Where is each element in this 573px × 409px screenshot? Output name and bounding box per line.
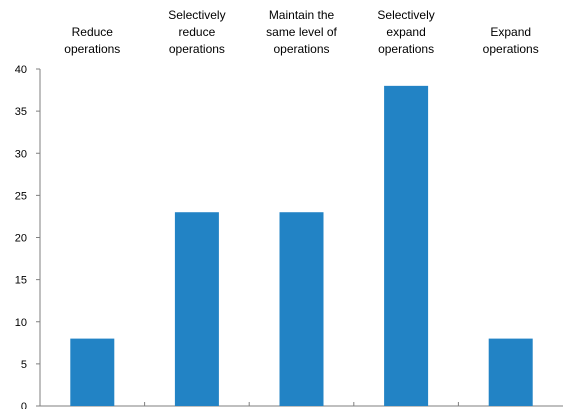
category-label-line: operations xyxy=(273,42,329,56)
y-tick-label: 5 xyxy=(21,359,27,371)
category-label-line: operations xyxy=(169,42,225,56)
category-label-line: operations xyxy=(483,42,539,56)
y-tick-label: 10 xyxy=(15,317,27,329)
category-label: Selectively reduce operations xyxy=(168,8,225,56)
category-label-line: Selectively xyxy=(168,8,225,22)
bar xyxy=(488,338,533,406)
bar xyxy=(174,212,219,406)
bars xyxy=(70,85,533,406)
category-label: Expand operations xyxy=(483,25,539,56)
y-axis: 0 5 10 15 20 25 30 35 40 xyxy=(15,64,41,409)
category-label-line: expand xyxy=(386,25,425,39)
category-label: Reduce operations xyxy=(64,25,120,56)
category-label-line: operations xyxy=(378,42,434,56)
category-label-line: Maintain the xyxy=(269,8,335,22)
category-label-line: operations xyxy=(64,42,120,56)
category-label: Maintain the same level of operations xyxy=(266,8,337,56)
y-tick-label: 15 xyxy=(15,275,27,287)
y-tick-label: 35 xyxy=(15,106,27,118)
category-label-line: Selectively xyxy=(377,8,434,22)
category-labels: Reduce operations Selectively reduce operati… xyxy=(64,8,538,56)
y-tick-label: 40 xyxy=(15,64,27,76)
y-tick-label: 20 xyxy=(15,233,27,245)
category-label: Selectively expand operations xyxy=(377,8,434,56)
category-label-line: Reduce xyxy=(72,25,114,39)
y-tick-label: 25 xyxy=(15,190,27,202)
category-label-line: Expand xyxy=(490,25,531,39)
category-label-line: same level of xyxy=(266,25,337,39)
y-tick-label: 30 xyxy=(15,148,27,160)
bar xyxy=(384,85,429,406)
bar xyxy=(279,212,324,406)
category-label-line: reduce xyxy=(179,25,216,39)
y-tick-label: 0 xyxy=(21,401,27,409)
bar xyxy=(70,338,115,406)
